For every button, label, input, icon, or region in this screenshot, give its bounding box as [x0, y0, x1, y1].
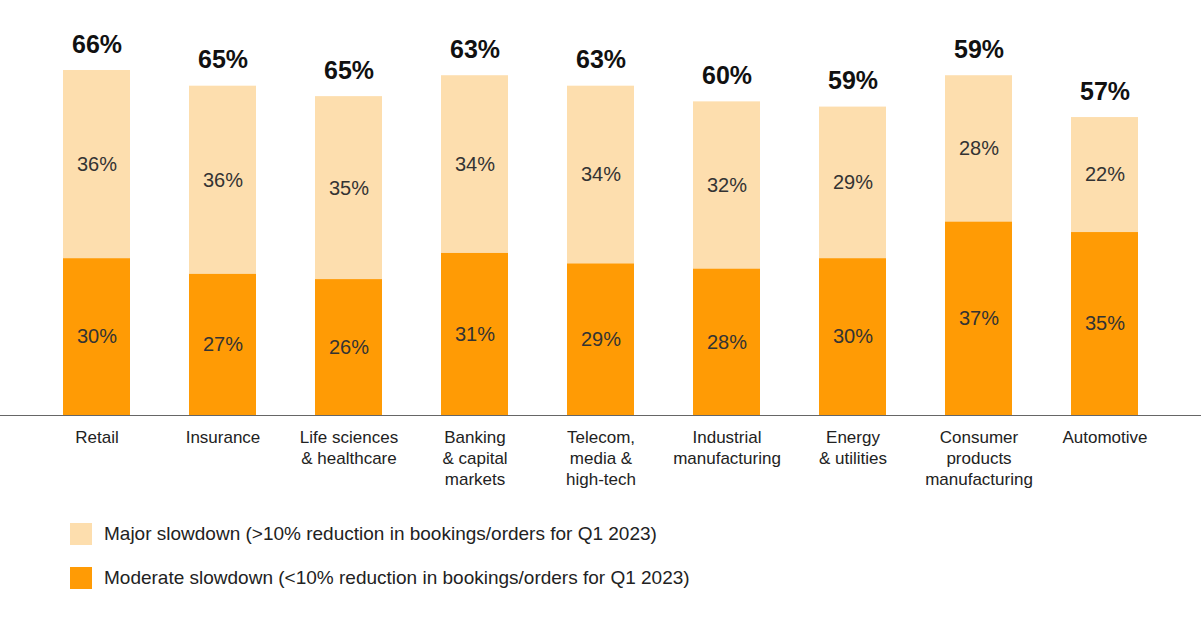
svg-text:66%: 66% [72, 30, 122, 58]
svg-text:Automotive: Automotive [1062, 428, 1147, 447]
svg-text:37%: 37% [959, 307, 999, 329]
svg-text:29%: 29% [833, 171, 873, 193]
svg-text:59%: 59% [954, 35, 1004, 63]
svg-text:63%: 63% [576, 45, 626, 73]
svg-text:28%: 28% [707, 331, 747, 353]
html-text:Moderate slowdown (<10% reduct: Moderate slowdown (<10% reduction in boo… [104, 567, 690, 588]
svg-text:Telecom,media &high-tech: Telecom,media &high-tech [566, 428, 636, 490]
svg-text:60%: 60% [702, 61, 752, 89]
svg-text:32%: 32% [707, 174, 747, 196]
svg-text:27%: 27% [203, 333, 243, 355]
svg-text:26%: 26% [329, 336, 369, 358]
svg-text:Retail: Retail [75, 428, 118, 447]
svg-text:Life sciences& healthcare: Life sciences& healthcare [300, 428, 398, 468]
svg-text:Banking& capitalmarkets: Banking& capitalmarkets [442, 428, 507, 490]
svg-text:Energy& utilities: Energy& utilities [819, 428, 887, 468]
svg-text:36%: 36% [77, 153, 117, 175]
svg-text:28%: 28% [959, 137, 999, 159]
svg-text:35%: 35% [329, 177, 369, 199]
svg-text:34%: 34% [581, 163, 621, 185]
svg-text:29%: 29% [581, 328, 621, 350]
html-text:Major slowdown (>10% reduction: Major slowdown (>10% reduction in bookin… [104, 523, 657, 544]
svg-text:30%: 30% [77, 325, 117, 347]
svg-text:36%: 36% [203, 169, 243, 191]
svg-text:59%: 59% [828, 66, 878, 94]
svg-text:63%: 63% [450, 35, 500, 63]
svg-text:30%: 30% [833, 325, 873, 347]
svg-text:65%: 65% [324, 56, 374, 84]
svg-text:65%: 65% [198, 45, 248, 73]
svg-text:35%: 35% [1085, 312, 1125, 334]
svg-text:Consumerproductsmanufacturing: Consumerproductsmanufacturing [925, 428, 1033, 490]
svg-text:57%: 57% [1080, 77, 1130, 105]
svg-text:31%: 31% [455, 323, 495, 345]
svg-text:Industrialmanufacturing: Industrialmanufacturing [673, 428, 781, 468]
svg-text:Insurance: Insurance [186, 428, 261, 447]
svg-text:34%: 34% [455, 153, 495, 175]
svg-text:22%: 22% [1085, 163, 1125, 185]
